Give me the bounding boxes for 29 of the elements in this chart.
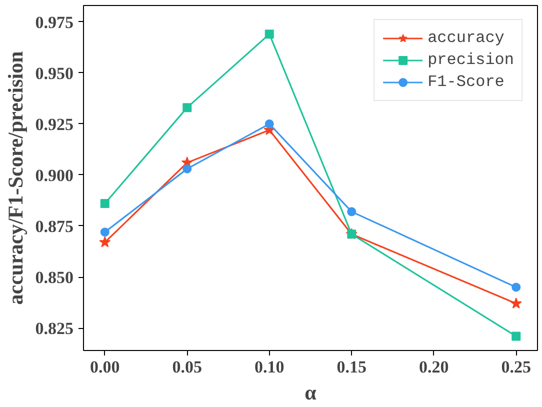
y-tick-label: 0.975 [35,12,74,32]
point [182,164,192,174]
point [512,332,521,341]
y-tick-label: 0.950 [35,64,74,83]
y-tick-label: 0.900 [35,166,74,185]
y-tick-label: 0.850 [35,268,74,288]
y-tick-label: 0.825 [35,319,74,338]
legend-label: precision [428,51,514,69]
x-tick-label: 0.20 [418,358,449,376]
point [347,207,356,216]
x-axis-title: α [304,380,317,404]
point [512,282,521,292]
point [100,199,110,208]
point [182,103,192,112]
x-tick-label: 0.25 [501,358,531,376]
y-tick-label: 0.925 [35,114,74,134]
point [100,228,110,237]
point [264,119,274,128]
y-tick-label: 0.875 [35,216,74,236]
point [510,298,522,308]
x-tick-label: 0.10 [254,358,284,376]
legend-label: F1-Score [428,73,504,91]
x-tick-label: 0.15 [336,358,366,376]
legend-label: accuracy [428,29,504,47]
x-tick-label: 0.05 [172,358,202,376]
x-tick-label: 0.00 [90,358,120,376]
y-axis-title: accuracy/F1-Score/precision [3,50,28,305]
point [264,30,274,39]
point [99,236,111,248]
